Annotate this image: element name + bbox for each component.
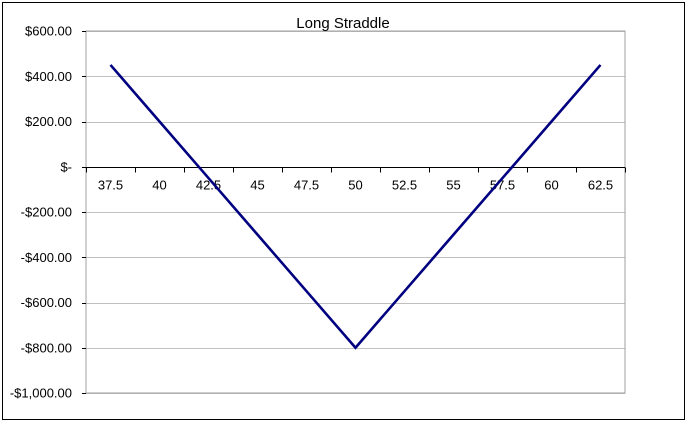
x-tick-label: 45 [250, 178, 264, 193]
y-tick-label: -$200.00 [21, 205, 72, 220]
y-tick-label: -$600.00 [21, 295, 72, 310]
y-tick-label: $- [60, 159, 72, 174]
y-axis-tick-labels: $600.00 $400.00 $200.00 $- -$200.00 -$400.00 -… [10, 24, 72, 401]
y-tick-label: $600.00 [25, 24, 72, 39]
y-tick-label: -$400.00 [21, 250, 72, 265]
x-tick-label: 57.5 [490, 178, 515, 193]
x-tick-label: 50 [348, 178, 362, 193]
x-tick-label: 37.5 [98, 178, 123, 193]
y-tick-label: $400.00 [25, 69, 72, 84]
x-tick-label: 55 [446, 178, 460, 193]
series-line-payoff [109, 64, 602, 350]
x-tick-label: 42.5 [196, 178, 221, 193]
gridlines [86, 31, 625, 394]
x-axis-tick-labels: 37.5 40 42.5 45 47.5 50 52.5 55 57.5 60 62.5 [98, 178, 613, 193]
x-tick-label: 40 [152, 178, 166, 193]
series-layer [109, 64, 602, 350]
y-tick-label: $200.00 [25, 114, 72, 129]
y-tick-label: -$800.00 [21, 340, 72, 355]
chart-title: Long Straddle [296, 15, 389, 32]
y-tick-label: -$1,000.00 [10, 386, 72, 401]
x-tick-label: 60 [544, 178, 558, 193]
x-tick-label: 62.5 [588, 178, 613, 193]
x-tick-label: 52.5 [392, 178, 417, 193]
axes [82, 31, 626, 394]
x-tick-label: 47.5 [294, 178, 319, 193]
